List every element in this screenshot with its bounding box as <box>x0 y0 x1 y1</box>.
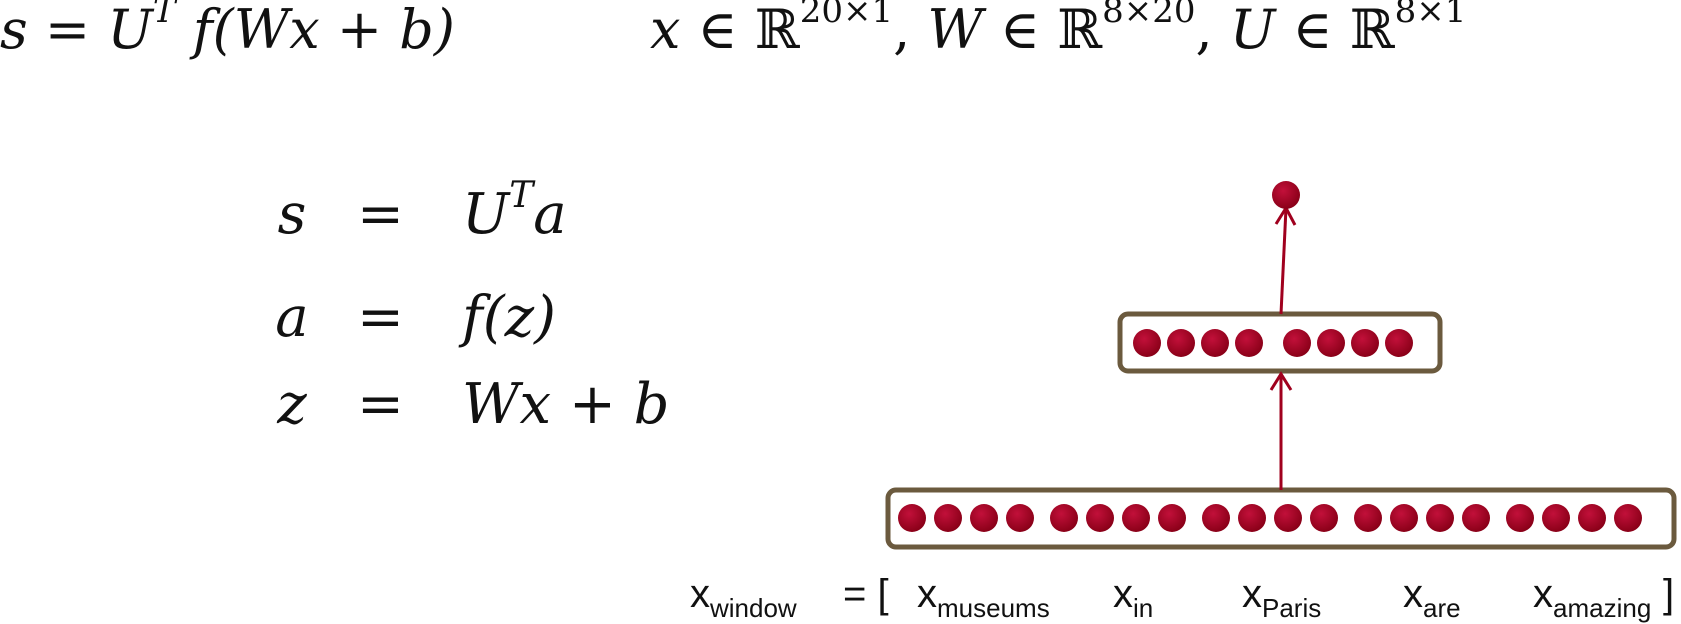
w-symbol: W <box>927 0 983 61</box>
input-node <box>1462 504 1490 532</box>
word-x: x <box>1533 572 1553 616</box>
hidden-node <box>1133 329 1161 357</box>
input-node <box>1158 504 1186 532</box>
hidden-node <box>1235 329 1263 357</box>
input-node <box>1354 504 1382 532</box>
window-subscript: window <box>710 593 797 623</box>
input-node <box>1274 504 1302 532</box>
window-close-bracket: ] <box>1663 572 1675 616</box>
transpose-symbol: T <box>509 175 534 216</box>
input-node <box>1390 504 1418 532</box>
dimension-formula: x ∈ ℝ20×1, W ∈ ℝ8×20, U ∈ ℝ8×1 <box>650 0 1466 61</box>
input-node <box>1006 504 1034 532</box>
input-layer-nodes <box>898 504 1642 532</box>
output-node <box>1272 181 1300 209</box>
a-symbol: a <box>533 182 567 247</box>
input-to-hidden-arrowhead <box>1269 371 1293 391</box>
word-subscript: museums <box>937 593 1050 623</box>
reals-symbol: ℝ <box>1349 0 1395 61</box>
input-node <box>1426 504 1454 532</box>
equation-lhs: a <box>275 285 309 350</box>
word-x: x <box>1403 572 1423 616</box>
hidden-node <box>1283 329 1311 357</box>
window-x: x <box>690 572 710 616</box>
hidden-node <box>1317 329 1345 357</box>
word-subscript: are <box>1423 593 1461 623</box>
w-dimension: 8×20 <box>1102 0 1196 31</box>
u-symbol: U <box>107 0 153 61</box>
word-vector-museums: xmuseums <box>917 572 1050 624</box>
input-node <box>1202 504 1230 532</box>
hidden-layer-nodes <box>1133 329 1413 357</box>
element-of-symbol: ∈ <box>1000 0 1041 61</box>
input-node <box>1238 504 1266 532</box>
u-dimension: 8×1 <box>1394 0 1467 31</box>
equation-rhs: f(z) <box>462 285 556 350</box>
element-of-symbol: ∈ <box>1292 0 1333 61</box>
equation-lhs: s <box>277 182 307 247</box>
equation-rhs: UTa <box>462 178 567 248</box>
word-x: x <box>917 572 937 616</box>
equation-lhs: z <box>277 372 307 437</box>
x-symbol: x <box>650 0 681 61</box>
hidden-to-output-arrow <box>1279 207 1288 315</box>
u-symbol: U <box>1229 0 1276 61</box>
reals-symbol: ℝ <box>754 0 800 61</box>
input-node <box>1086 504 1114 532</box>
word-subscript: in <box>1133 593 1154 623</box>
input-node <box>1310 504 1338 532</box>
input-node <box>1542 504 1570 532</box>
hidden-node <box>1201 329 1229 357</box>
score-fn-rest: f(Wx + b) <box>192 0 455 61</box>
score-function-formula: s = UT f(Wx + b) <box>0 0 455 61</box>
hidden-node <box>1351 329 1379 357</box>
input-node <box>1578 504 1606 532</box>
word-x: x <box>1113 572 1133 616</box>
u-symbol: U <box>462 182 510 247</box>
hidden-layer-box <box>1117 311 1443 374</box>
hidden-node <box>1385 329 1413 357</box>
word-vector-in: xin <box>1113 572 1153 624</box>
hidden-node <box>1167 329 1195 357</box>
equals-sign: = <box>357 285 404 350</box>
input-node <box>970 504 998 532</box>
input-node <box>1122 504 1150 532</box>
input-node <box>1614 504 1642 532</box>
word-subscript: Paris <box>1262 593 1322 623</box>
input-node <box>934 504 962 532</box>
element-of-symbol: ∈ <box>697 0 738 61</box>
activation-expression: f(z) <box>462 285 556 350</box>
equals-sign: = <box>357 372 404 437</box>
transpose-symbol: T <box>152 0 176 31</box>
reals-symbol: ℝ <box>1057 0 1103 61</box>
word-vector-paris: xParis <box>1242 572 1321 624</box>
equals-sign: = <box>44 0 91 61</box>
word-subscript: amazing <box>1553 593 1652 623</box>
equals-sign: = <box>357 182 404 247</box>
word-x: x <box>1242 572 1262 616</box>
input-node <box>1050 504 1078 532</box>
word-vector-amazing: xamazing <box>1533 572 1651 624</box>
score-symbol: s <box>0 0 28 61</box>
input-node <box>898 504 926 532</box>
word-vector-are: xare <box>1403 572 1461 624</box>
linear-expression: Wx + b <box>462 372 670 437</box>
equation-rhs: Wx + b <box>462 372 670 437</box>
window-equals-bracket: = [ <box>843 572 889 616</box>
x-dimension: 20×1 <box>799 0 894 31</box>
input-node <box>1506 504 1534 532</box>
